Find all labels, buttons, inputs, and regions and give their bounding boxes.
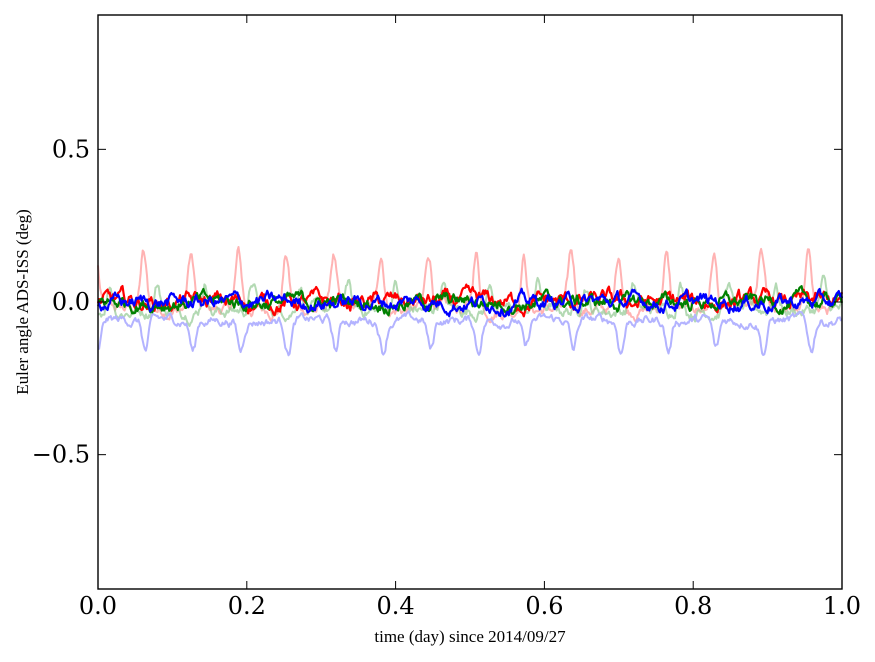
x-tick-label: 0.4 [377,592,415,620]
y-tick-label: −0.5 [32,441,90,469]
ticks-layer: 0.0 0.2 0.4 0.6 0.8 1.0 −0.5 0.0 0.5 [32,15,861,620]
y-tick-label: 0.0 [52,288,90,316]
y-axis-label: Euler angle ADS-ISS (deg) [13,209,32,395]
series-layer [96,246,844,357]
x-tick-label: 0.6 [525,592,563,620]
series-line-3 [97,310,843,357]
series-line-1 [97,246,843,324]
x-tick-label: 0.0 [79,592,117,620]
x-tick-label: 0.8 [674,592,712,620]
x-tick-label: 0.2 [228,592,266,620]
x-tick-label: 1.0 [823,592,861,620]
y-tick-label: 0.5 [52,135,90,163]
x-axis-label: time (day) since 2014/09/27 [374,627,566,646]
series-line-2 [97,274,843,327]
series-line-6 [97,287,844,318]
